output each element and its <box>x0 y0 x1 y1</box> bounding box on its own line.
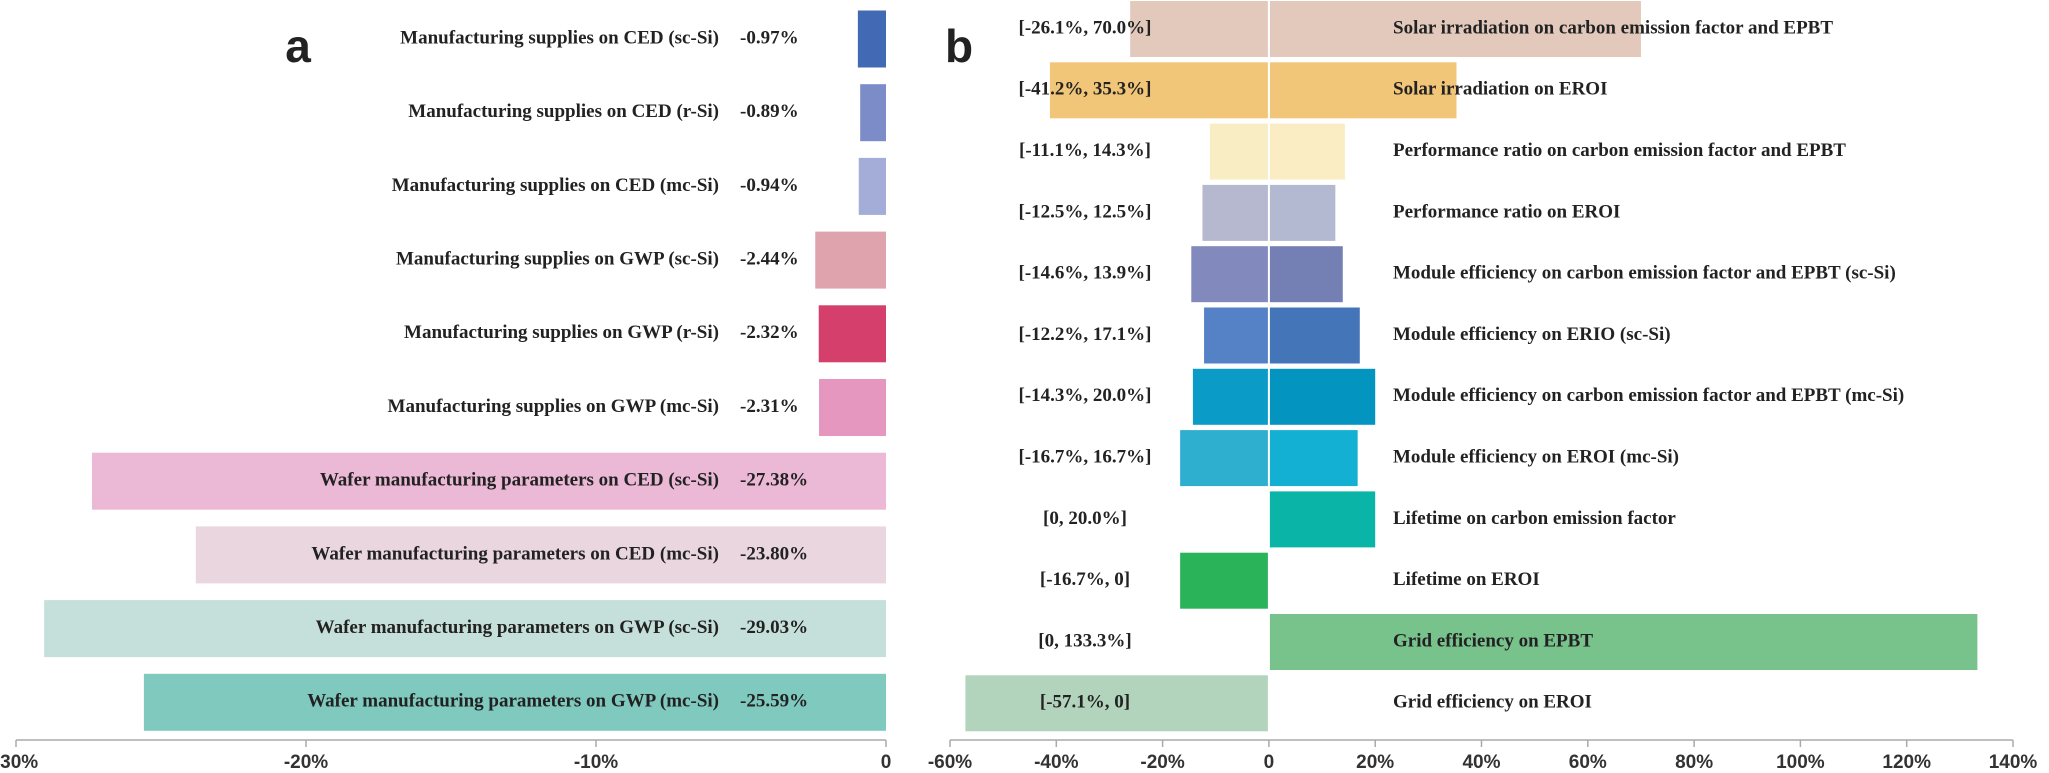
low-bar <box>1130 1 1269 57</box>
range-label: [-41.2%, 35.3%] <box>1019 79 1152 100</box>
bar <box>143 673 886 731</box>
high-bar <box>1268 184 1336 241</box>
value-label: -2.44% <box>740 248 799 269</box>
range-label: [-11.1%, 14.3%] <box>1019 140 1151 161</box>
range-label: [0, 20.0%] <box>1043 508 1127 529</box>
low-bar <box>965 675 1269 732</box>
category-label: Manufacturing supplies on CED (sc-Si) <box>400 27 719 48</box>
category-label: Solar irradiation on carbon emission fac… <box>1393 17 1833 38</box>
low-bar <box>1209 123 1269 180</box>
low-bar <box>1180 430 1269 487</box>
category-label: Grid efficiency on EPBT <box>1393 630 1593 651</box>
x-tick-label: 100% <box>1776 752 1825 773</box>
range-label: [-14.3%, 20.0%] <box>1019 385 1152 406</box>
x-tick-label: -20% <box>284 752 328 773</box>
range-label: [-16.7%, 16.7%] <box>1019 446 1152 467</box>
category-label: Module efficiency on ERIO (sc-Si) <box>1393 324 1671 345</box>
category-label: Performance ratio on EROI <box>1393 201 1620 222</box>
category-label: Grid efficiency on EROI <box>1393 692 1592 713</box>
category-label: Manufacturing supplies on GWP (r-Si) <box>404 322 719 343</box>
value-label: -27.38% <box>740 470 808 491</box>
category-label: Module efficiency on EROI (mc-Si) <box>1393 446 1679 467</box>
category-label: Wafer manufacturing parameters on CED (s… <box>320 470 719 491</box>
x-tick-label: 40% <box>1462 752 1500 773</box>
x-tick-label: -20% <box>1140 752 1184 773</box>
category-label: Lifetime on EROI <box>1393 569 1540 590</box>
high-bar <box>1268 491 1376 548</box>
x-tick-label: 80% <box>1675 752 1713 773</box>
value-label: -2.32% <box>740 322 799 343</box>
category-label: Wafer manufacturing parameters on CED (m… <box>311 543 719 564</box>
range-label: [-14.6%, 13.9%] <box>1019 263 1152 284</box>
category-label: Manufacturing supplies on GWP (mc-Si) <box>388 396 719 417</box>
category-label: Lifetime on carbon emission factor <box>1393 508 1676 529</box>
range-label: [-16.7%, 0] <box>1040 569 1130 590</box>
category-label: Manufacturing supplies on CED (mc-Si) <box>392 175 719 196</box>
x-tick-label: -10% <box>574 752 618 773</box>
low-bar <box>1049 62 1269 119</box>
low-bar <box>1192 368 1269 425</box>
range-label: [-12.5%, 12.5%] <box>1019 201 1152 222</box>
bar <box>91 452 887 510</box>
value-label: -0.89% <box>740 101 799 122</box>
high-bar <box>1268 123 1345 180</box>
x-tick-label: 120% <box>1882 752 1931 773</box>
bar <box>858 157 886 215</box>
x-tick-label: -60% <box>928 752 972 773</box>
value-label: -0.97% <box>740 27 799 48</box>
range-label: [-12.2%, 17.1%] <box>1019 324 1152 345</box>
value-label: -2.31% <box>740 396 799 417</box>
x-tick-label: 0 <box>1264 752 1275 773</box>
range-label: [-26.1%, 70.0%] <box>1019 17 1152 38</box>
low-bar <box>1191 246 1269 303</box>
bar <box>819 379 886 436</box>
bar <box>857 10 886 68</box>
category-label: Wafer manufacturing parameters on GWP (s… <box>316 617 719 638</box>
low-bar <box>1180 552 1269 609</box>
high-bar <box>1268 614 1978 670</box>
bar <box>195 526 887 584</box>
bar <box>44 600 886 658</box>
category-label: Manufacturing supplies on GWP (sc-Si) <box>396 248 719 269</box>
range-label: [-57.1%, 0] <box>1040 692 1130 713</box>
x-tick-label: 20% <box>1356 752 1394 773</box>
category-label: Manufacturing supplies on CED (r-Si) <box>408 101 719 122</box>
category-label: Module efficiency on carbon emission fac… <box>1393 385 1904 406</box>
high-bar <box>1268 430 1358 487</box>
value-label: -23.80% <box>740 543 808 564</box>
x-tick-label: 60% <box>1569 752 1607 773</box>
high-bar <box>1268 246 1343 303</box>
bar <box>815 231 886 289</box>
range-label: [0, 133.3%] <box>1038 630 1131 651</box>
x-tick-label: 0 <box>881 752 892 773</box>
bar <box>860 84 886 142</box>
high-bar <box>1268 62 1457 119</box>
x-tick-label: -40% <box>1034 752 1078 773</box>
category-label: Wafer manufacturing parameters on GWP (m… <box>307 691 719 712</box>
low-bar <box>1204 307 1269 364</box>
high-bar <box>1268 1 1641 57</box>
value-label: -29.03% <box>740 617 808 638</box>
panel-label: b <box>945 20 973 72</box>
high-bar <box>1268 368 1376 425</box>
category-label: Performance ratio on carbon emission fac… <box>1393 140 1846 161</box>
panel-label: a <box>285 20 311 72</box>
high-bar <box>1268 307 1360 364</box>
category-label: Solar irradiation on EROI <box>1393 79 1607 100</box>
x-tick-label: -30% <box>0 752 38 773</box>
category-label: Module efficiency on carbon emission fac… <box>1393 263 1896 284</box>
x-tick-label: 140% <box>1989 752 2038 773</box>
value-label: -25.59% <box>740 691 808 712</box>
value-label: -0.94% <box>740 175 799 196</box>
bar <box>818 305 886 363</box>
low-bar <box>1202 184 1269 241</box>
